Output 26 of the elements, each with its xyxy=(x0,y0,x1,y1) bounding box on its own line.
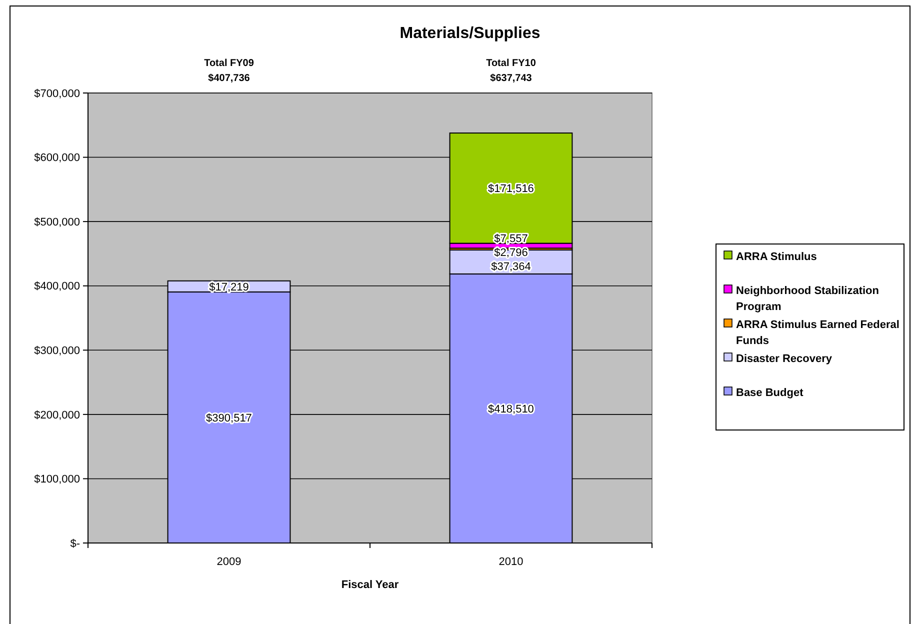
legend-label: Disaster Recovery xyxy=(736,353,833,365)
data-label: $418,510 xyxy=(488,403,534,416)
data-label: $2,796 xyxy=(494,247,528,260)
y-tick-label: $- xyxy=(70,538,80,550)
legend-label: Base Budget xyxy=(736,387,804,399)
y-tick-label: $100,000 xyxy=(34,474,80,486)
y-tick-label: $400,000 xyxy=(34,280,80,293)
y-tick-label: $700,000 xyxy=(34,88,80,100)
legend-label: ARRA Stimulus xyxy=(736,251,817,263)
y-tick-label: $600,000 xyxy=(34,152,80,164)
data-label: $7,557 xyxy=(494,233,528,246)
data-label: $171,516 xyxy=(488,183,534,196)
x-tick-label: 2009 xyxy=(216,556,242,568)
x-axis-title: Fiscal Year xyxy=(341,579,400,591)
legend-label: Neighborhood Stabilization Program xyxy=(736,285,880,313)
x-tick-label: 2010 xyxy=(498,556,524,568)
data-label: $390,517 xyxy=(206,412,252,424)
data-label: $17,219 xyxy=(209,281,249,294)
data-label: $37,364 xyxy=(491,261,531,274)
text: Total FY10 $637,743 xyxy=(486,58,536,84)
y-tick-label: $300,000 xyxy=(34,344,80,357)
y-tick-label: $200,000 xyxy=(34,409,80,422)
chart-title: Materials/Supplies xyxy=(400,25,540,42)
text: Total FY09 $407,736 xyxy=(204,58,254,84)
legend-label: ARRA Stimulus Earned Federal Funds xyxy=(736,319,900,347)
y-tick-label: $500,000 xyxy=(34,216,80,228)
